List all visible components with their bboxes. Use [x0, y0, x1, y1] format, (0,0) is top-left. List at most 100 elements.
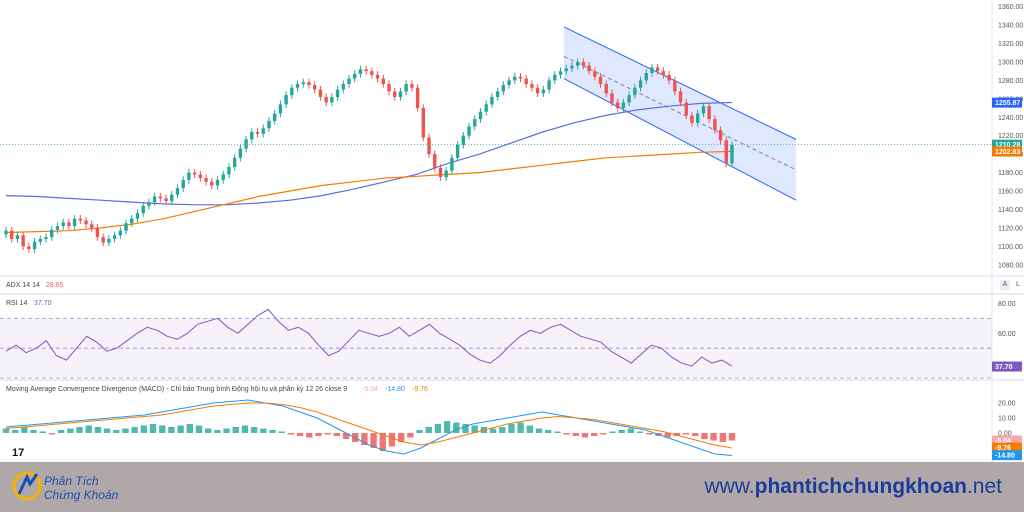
candle-body	[644, 72, 648, 81]
candle	[318, 85, 323, 101]
candle-body	[575, 61, 580, 66]
candle	[44, 233, 48, 243]
candle	[450, 154, 454, 175]
candle-body	[375, 74, 380, 79]
candle-body	[433, 154, 437, 168]
macd-histogram-bar	[260, 428, 267, 433]
macd-histogram-bar	[489, 428, 497, 433]
candle	[135, 209, 140, 223]
price-tick-label: 1320.00	[998, 41, 1023, 48]
macd-histogram-bar	[168, 427, 175, 433]
candle-body	[10, 230, 14, 239]
candle	[661, 67, 666, 79]
rsi-pane[interactable]: RSI 14 37.70 80.00 60.00 37.70	[0, 300, 1022, 379]
log-scale-button[interactable]: L	[1016, 281, 1020, 288]
candle	[181, 176, 185, 192]
candle	[112, 231, 117, 243]
brand-logo-icon	[12, 471, 42, 501]
auto-scale-button[interactable]: A	[1000, 280, 1010, 290]
trading-chart[interactable]: 1360.001340.001320.001300.001280.001260.…	[0, 0, 1024, 462]
candle-body	[661, 71, 666, 75]
macd-histogram-bar	[545, 430, 552, 433]
candle	[627, 91, 631, 107]
candle-body	[621, 102, 626, 109]
candle-body	[410, 84, 414, 88]
candle	[210, 178, 214, 190]
macd-histogram-bar	[85, 425, 92, 433]
candle	[455, 141, 460, 162]
candle	[147, 198, 151, 210]
candle	[564, 64, 568, 75]
candle	[444, 167, 448, 181]
candle-body	[730, 144, 734, 164]
candle-body	[210, 181, 214, 186]
macd-histogram-bar	[232, 427, 239, 433]
candle	[95, 224, 100, 241]
candle	[558, 67, 563, 79]
candle	[695, 109, 700, 127]
candle	[330, 93, 334, 107]
candle-body	[255, 132, 260, 134]
macd-histogram-bar	[113, 430, 120, 433]
macd-histogram-bar	[76, 427, 83, 433]
price-pane[interactable]	[0, 26, 992, 253]
channel-mid-line	[563, 55, 797, 171]
candle-body	[478, 111, 483, 120]
moving-average-lower	[5, 150, 733, 234]
candle	[604, 80, 608, 97]
candle-body	[415, 87, 420, 109]
macd-histogram-bar	[554, 431, 561, 433]
macd-hist-badge: -5.04	[995, 438, 1011, 445]
channel-lower-line	[563, 78, 797, 201]
candle-body	[427, 137, 431, 155]
candle-body	[535, 87, 540, 94]
candle	[484, 100, 488, 116]
candle-body	[541, 89, 546, 94]
candle	[678, 87, 683, 107]
macd-histogram-bar	[692, 433, 699, 436]
macd-histogram-bar	[664, 433, 671, 438]
candle	[250, 128, 254, 144]
candle-body	[690, 115, 694, 123]
macd-histogram-bar	[388, 433, 396, 447]
candle-body	[158, 196, 163, 199]
candle-body	[455, 144, 460, 158]
candle	[27, 242, 31, 253]
candle	[312, 81, 317, 94]
candle-body	[261, 128, 265, 134]
price-tick-label: 1080.00	[998, 262, 1023, 269]
price-tick-label: 1280.00	[998, 78, 1023, 85]
macd-tick-label: 0.00	[998, 431, 1012, 438]
candle-body	[78, 218, 83, 221]
candle	[415, 84, 420, 112]
candle	[192, 168, 197, 179]
candle-body	[673, 80, 677, 92]
tradingview-logo: 17	[12, 447, 24, 459]
price-tick-label: 1120.00	[998, 225, 1023, 232]
candle	[335, 85, 340, 101]
candle-body	[227, 167, 231, 175]
macd-histogram-bar	[39, 431, 46, 433]
candle	[570, 61, 574, 73]
macd-signal-line	[5, 402, 733, 449]
candle	[10, 226, 14, 243]
macd-histogram-bar	[57, 430, 65, 433]
macd-histogram-bar	[214, 430, 221, 433]
candle-body	[118, 230, 123, 236]
candle	[238, 144, 243, 162]
candle-body	[724, 140, 728, 164]
adx-label: ADX 14 14	[6, 282, 40, 289]
candle-body	[713, 119, 717, 131]
candle	[467, 122, 471, 140]
candle-body	[570, 65, 574, 69]
macd-pane[interactable]: Moving Average Convergence Divergence (M…	[2, 385, 1022, 461]
macd-histogram-bar	[425, 427, 432, 433]
website-url[interactable]: www.phantichchungkhoan.net	[704, 475, 1002, 499]
macd-histogram-bar	[508, 424, 515, 433]
candle-body	[95, 227, 100, 238]
price-tick-label: 1180.00	[998, 170, 1023, 177]
macd-signal-inline: -9.76	[412, 386, 428, 393]
candle-body	[638, 80, 643, 88]
candle-body	[215, 179, 220, 186]
candle	[701, 102, 706, 118]
